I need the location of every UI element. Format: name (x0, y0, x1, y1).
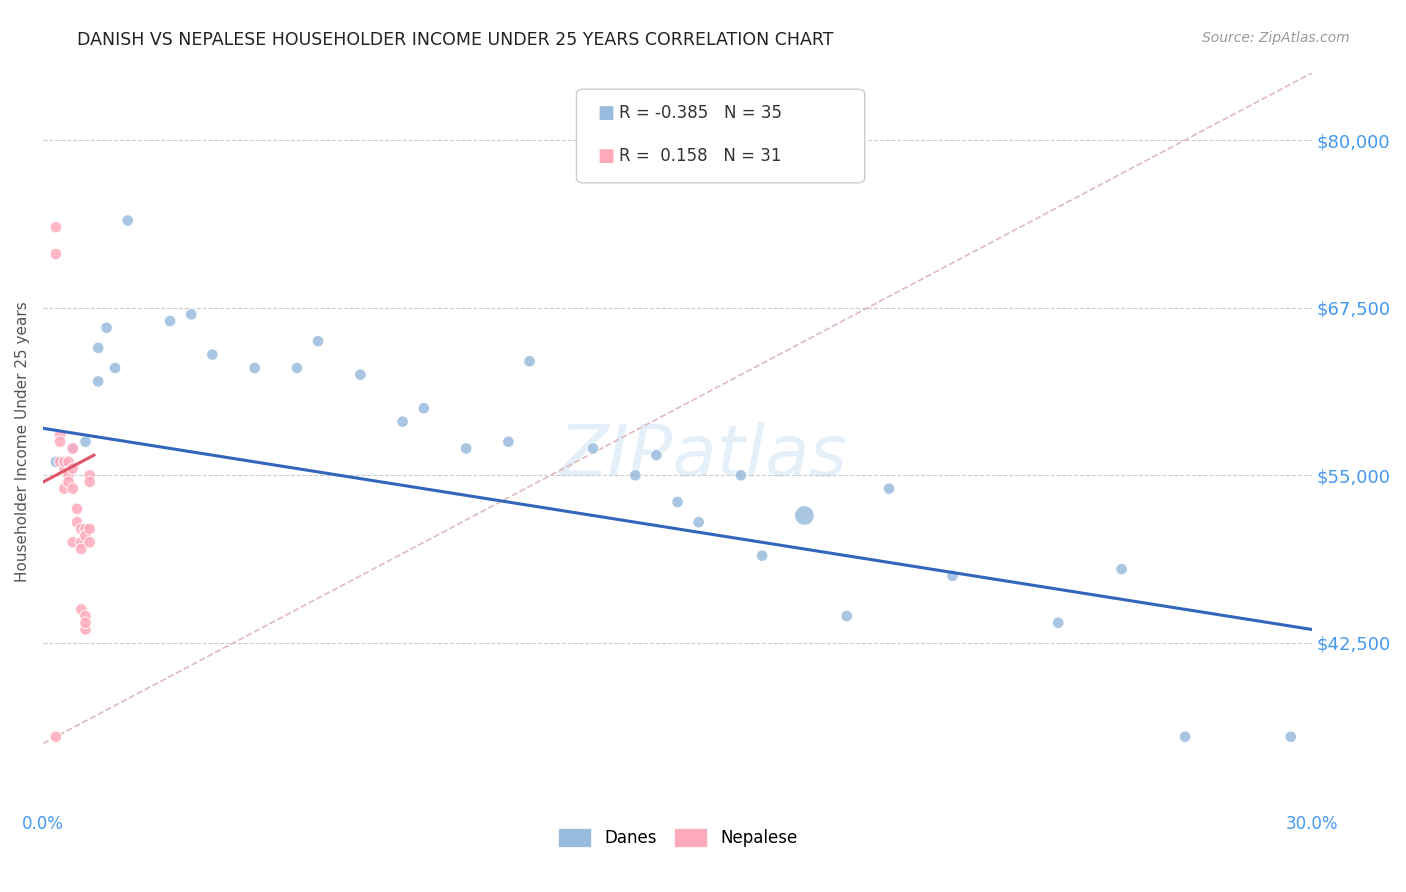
Point (96, 320, 118, 334)
Point (79, 522, 101, 536)
Point (58, 475, 80, 489)
Point (75, 623, 97, 637)
Point (62, 482, 84, 496)
Point (53, 482, 76, 496)
Y-axis label: Householder Income Under 25 years: Householder Income Under 25 years (15, 301, 30, 582)
Point (285, 361, 308, 376)
Text: R = -0.385   N = 35: R = -0.385 N = 35 (619, 104, 782, 122)
Point (62, 442, 84, 456)
Text: R =  0.158   N = 31: R = 0.158 N = 31 (619, 147, 782, 165)
Point (159, 314, 181, 328)
Point (412, 401, 434, 416)
Point (456, 442, 478, 456)
Point (1047, 615, 1070, 630)
Point (49, 428, 72, 442)
Point (498, 434, 520, 449)
Point (75, 434, 97, 449)
Point (66, 501, 89, 516)
Point (730, 468, 752, 483)
Point (391, 415, 413, 429)
Point (1174, 730, 1197, 744)
Point (349, 368, 371, 382)
Text: ■: ■ (598, 104, 614, 122)
Point (201, 348, 224, 362)
Point (62, 442, 84, 456)
Point (519, 354, 541, 368)
Point (53, 455, 76, 469)
Point (666, 495, 689, 509)
Point (582, 442, 605, 456)
Point (941, 569, 963, 583)
Point (307, 334, 329, 348)
Point (53, 461, 76, 475)
Point (877, 482, 900, 496)
Point (58, 455, 80, 469)
Point (243, 361, 266, 376)
Text: ZIPatlas: ZIPatlas (558, 422, 848, 491)
Point (835, 609, 858, 624)
Point (751, 549, 773, 563)
Point (75, 609, 97, 624)
Point (104, 361, 127, 376)
Legend: Danes, Nepalese: Danes, Nepalese (551, 822, 804, 854)
Point (79, 475, 101, 489)
Point (70, 541, 93, 556)
Point (70, 522, 93, 536)
Point (645, 448, 668, 462)
Point (75, 615, 97, 630)
Point (62, 535, 84, 549)
Point (70, 535, 93, 549)
Point (87, 341, 110, 355)
Point (688, 515, 710, 529)
Point (79, 468, 101, 483)
Point (45, 730, 67, 744)
Point (87, 375, 110, 389)
Point (75, 528, 97, 542)
Point (70, 602, 93, 616)
Point (45, 220, 67, 235)
Text: Source: ZipAtlas.com: Source: ZipAtlas.com (1202, 31, 1350, 45)
Point (75, 522, 97, 536)
Point (58, 468, 80, 483)
Point (1111, 562, 1133, 576)
Point (62, 461, 84, 475)
Point (45, 455, 67, 469)
Point (49, 455, 72, 469)
Text: DANISH VS NEPALESE HOUSEHOLDER INCOME UNDER 25 YEARS CORRELATION CHART: DANISH VS NEPALESE HOUSEHOLDER INCOME UN… (77, 31, 834, 49)
Point (117, 213, 139, 227)
Point (45, 247, 67, 261)
Point (79, 535, 101, 549)
Point (49, 434, 72, 449)
Point (1279, 730, 1302, 744)
Text: ■: ■ (598, 147, 614, 165)
Point (624, 468, 647, 483)
Point (66, 515, 89, 529)
Point (793, 508, 815, 523)
Point (180, 307, 202, 321)
